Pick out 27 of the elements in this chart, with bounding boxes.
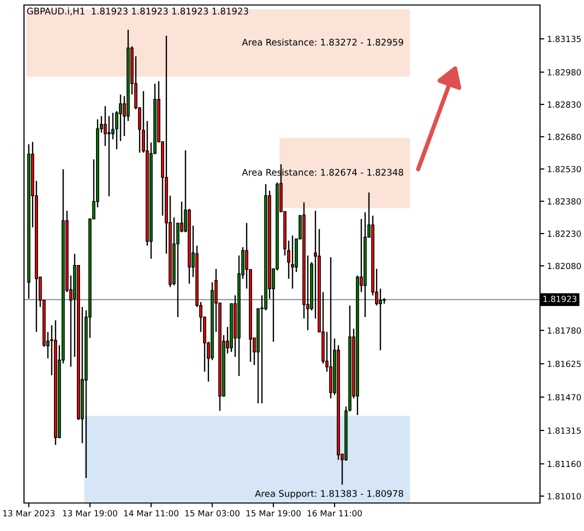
candlestick [290, 234, 294, 290]
y-tick-label: 1.81315 [548, 427, 581, 434]
y-tick-label: 1.81010 [548, 493, 581, 500]
x-tick-label: 13 Mar 19:00 [63, 510, 118, 516]
y-tick-label: 1.82080 [548, 262, 581, 270]
x-tick-label: 14 Mar 11:00 [124, 510, 178, 516]
y-tick-label: 1.83135 [548, 36, 581, 42]
band-label: Area Support: 1.81383 - 1.80978 [254, 490, 404, 499]
candlestick [107, 115, 111, 197]
y-tick-label: 1.82830 [548, 101, 581, 108]
x-tick-label: 13 Mar 2023 [3, 510, 55, 516]
y-tick-label: 1.82980 [548, 69, 581, 76]
y-tick-label: 1.82230 [548, 230, 581, 237]
band-label: Area Resistance: 1.83272 - 1.82959 [242, 38, 404, 46]
candlestick [378, 288, 382, 351]
x-tick-label: 16 Mar 11:00 [308, 510, 362, 516]
x-tick-label: 15 Mar 03:00 [185, 510, 240, 516]
chart-title: GBPAUD.i,H1 1.81923 1.81923 1.81923 1.81923 [27, 7, 248, 16]
y-tick-label: 1.82380 [548, 198, 581, 205]
y-tick-label: 1.81625 [548, 360, 581, 368]
x-tick-label: 15 Mar 19:00 [246, 510, 301, 516]
y-tick-label: 1.82530 [548, 166, 581, 172]
y-tick-label: 1.82680 [548, 134, 581, 140]
y-tick-label: 1.81470 [548, 394, 581, 400]
ref-line-label: 1.81923 [543, 296, 576, 302]
y-tick-label: 1.81160 [548, 460, 581, 468]
y-tick-label: 1.81780 [548, 327, 581, 334]
